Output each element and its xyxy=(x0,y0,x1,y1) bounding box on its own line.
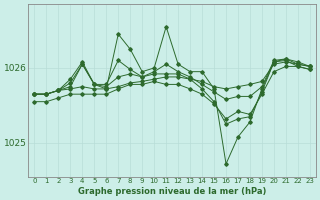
X-axis label: Graphe pression niveau de la mer (hPa): Graphe pression niveau de la mer (hPa) xyxy=(78,187,266,196)
